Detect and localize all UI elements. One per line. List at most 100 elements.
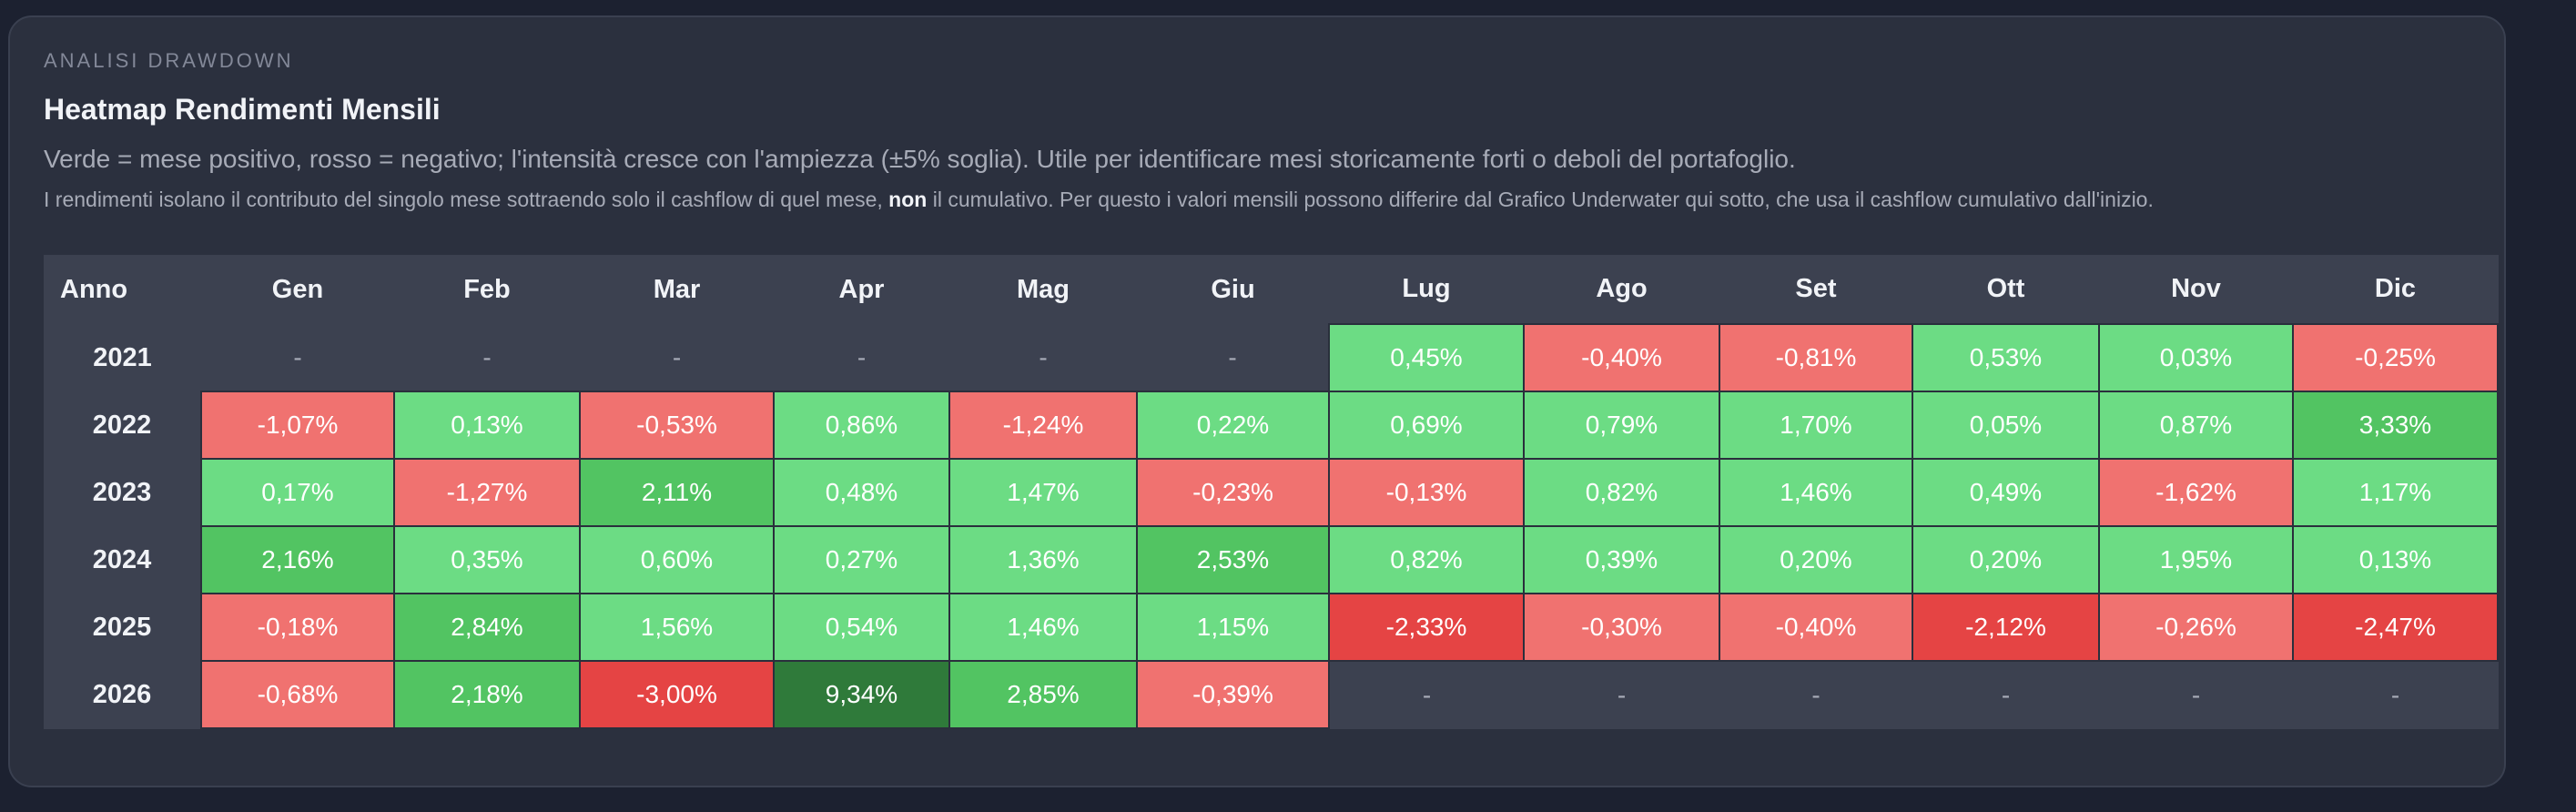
- heatmap-cell-2024-nov: 1,95%: [2098, 525, 2294, 594]
- heatmap-cell-2023-lug: -0,13%: [1328, 458, 1525, 527]
- year-label: 2023: [92, 477, 152, 507]
- heatmap-cell-2022-set: 1,70%: [1719, 391, 1913, 460]
- heatmap-row-2022: 2022 -1,07% 0,13% -0,53% 0,86% -1,24% 0,22% 0,6…: [44, 391, 2499, 460]
- month-header-giu: Giu: [1211, 274, 1255, 304]
- heatmap-cell-2021-lug: 0,45%: [1328, 323, 1525, 392]
- heatmap-cell-2025-dic: -2,47%: [2292, 593, 2499, 662]
- heatmap-cell-2026-feb: 2,18%: [393, 660, 581, 729]
- heatmap-cell-2023-ago: 0,82%: [1523, 458, 1720, 527]
- heatmap-cell-2024-ago: 0,39%: [1523, 525, 1720, 594]
- month-header-ott: Ott: [1986, 274, 2025, 303]
- month-header-apr: Apr: [838, 274, 885, 304]
- heatmap-header-row: Anno Gen Feb Mar Apr Mag Giu Lug Ago Set Ott Nov Di…: [44, 255, 2498, 324]
- heatmap-cell-2025-ott: -2,12%: [1912, 593, 2100, 662]
- heatmap-cell-2025-nov: -0,26%: [2098, 593, 2294, 662]
- heatmap-cell-2025-giu: 1,15%: [1136, 593, 1330, 662]
- month-header-mar: Mar: [653, 274, 701, 304]
- year-label: 2026: [92, 679, 152, 709]
- heatmap-row-2025: 2025 -0,18% 2,84% 1,56% 0,54% 1,46% 1,15% -2,33…: [44, 593, 2499, 662]
- heatmap-cell-2023-mag: 1,47%: [948, 458, 1138, 527]
- heatmap-cell-2022-nov: 0,87%: [2098, 391, 2294, 460]
- heatmap-cell-2023-set: 1,46%: [1719, 458, 1913, 527]
- month-header-feb: Feb: [463, 274, 511, 304]
- year-label: 2022: [92, 410, 152, 440]
- note-before: I rendimenti isolano il contributo del s…: [44, 188, 883, 211]
- month-header-gen: Gen: [271, 274, 324, 304]
- heatmap-cell-2024-set: 0,20%: [1719, 525, 1913, 594]
- heatmap-cell-2024-feb: 0,35%: [393, 525, 581, 594]
- month-header-dic: Dic: [2374, 274, 2417, 303]
- heatmap-cell-2022-apr: 0,86%: [773, 391, 950, 460]
- heatmap-cell-2021-mar: -: [672, 342, 682, 371]
- heatmap-cell-2026-ago: -: [1617, 680, 1627, 709]
- heatmap-cell-2022-mar: -0,53%: [579, 391, 775, 460]
- heatmap-cell-2022-giu: 0,22%: [1136, 391, 1330, 460]
- heatmap-cell-2022-ott: 0,05%: [1912, 391, 2100, 460]
- month-header-lug: Lug: [1402, 274, 1451, 303]
- heatmap-cell-2025-gen: -0,18%: [200, 593, 395, 662]
- heatmap-cell-2026-nov: -: [2191, 680, 2201, 709]
- heatmap-cell-2024-ott: 0,20%: [1912, 525, 2100, 594]
- heatmap-cell-2022-mag: -1,24%: [948, 391, 1138, 460]
- heatmap-cell-2021-set: -0,81%: [1719, 323, 1913, 392]
- chart-title: Heatmap Rendimenti Mensili: [44, 93, 441, 126]
- year-column-header: Anno: [60, 274, 128, 304]
- heatmap-cell-2026-dic: -: [2390, 680, 2400, 709]
- heatmap-cell-2023-ott: 0,49%: [1912, 458, 2100, 527]
- chart-description: Verde = mese positivo, rosso = negativo;…: [44, 145, 1796, 173]
- heatmap-cell-2023-dic: 1,17%: [2292, 458, 2499, 527]
- heatmap-row-2023: 2023 0,17% -1,27% 2,11% 0,48% 1,47% -0,23% -0,1…: [44, 458, 2499, 527]
- heatmap-cell-2021-apr: -: [857, 342, 867, 371]
- heatmap-cell-2023-apr: 0,48%: [773, 458, 950, 527]
- month-header-set: Set: [1795, 274, 1837, 303]
- heatmap-cell-2025-ago: -0,30%: [1523, 593, 1720, 662]
- year-label: 2025: [92, 612, 152, 642]
- heatmap-cell-2025-lug: -2,33%: [1328, 593, 1525, 662]
- heatmap-cell-2021-ago: -0,40%: [1523, 323, 1720, 392]
- chart-note: I rendimenti isolano il contributo del s…: [44, 188, 2154, 212]
- heatmap-cell-2026-lug: -: [1422, 680, 1432, 709]
- heatmap-cell-2021-giu: -: [1228, 342, 1237, 371]
- heatmap-cell-2021-feb: -: [482, 342, 492, 371]
- heatmap-cell-2026-apr: 9,34%: [773, 660, 950, 729]
- heatmap-cell-2023-gen: 0,17%: [200, 458, 395, 527]
- heatmap-row-2026: 2026 -0,68% 2,18% -3,00% 9,34% 2,85% -0,39% - - -…: [44, 660, 2498, 729]
- heatmap-cell-2024-mar: 0,60%: [579, 525, 775, 594]
- heatmap-cell-2023-nov: -1,62%: [2098, 458, 2294, 527]
- heatmap-cell-2021-gen: -: [293, 342, 302, 371]
- heatmap-cell-2022-gen: -1,07%: [200, 391, 395, 460]
- note-bold: non: [888, 188, 928, 211]
- heatmap-cell-2026-mag: 2,85%: [948, 660, 1138, 729]
- year-label: 2024: [92, 544, 152, 574]
- heatmap-cell-2021-ott: 0,53%: [1912, 323, 2100, 392]
- month-header-mag: Mag: [1017, 274, 1070, 304]
- heatmap-cell-2022-ago: 0,79%: [1523, 391, 1720, 460]
- heatmap-cell-2024-dic: 0,13%: [2292, 525, 2499, 594]
- heatmap-cell-2025-apr: 0,54%: [773, 593, 950, 662]
- year-label: 2021: [93, 342, 152, 372]
- returns-heatmap: Anno Gen Feb Mar Apr Mag Giu Lug Ago Set Ott Nov Di…: [44, 255, 2499, 729]
- heatmap-cell-2023-feb: -1,27%: [393, 458, 581, 527]
- heatmap-cell-2024-gen: 2,16%: [200, 525, 395, 594]
- heatmap-cell-2022-dic: 3,33%: [2292, 391, 2499, 460]
- heatmap-cell-2024-mag: 1,36%: [948, 525, 1138, 594]
- heatmap-cell-2025-set: -0,40%: [1719, 593, 1913, 662]
- heatmap-cell-2023-mar: 2,11%: [579, 458, 775, 527]
- heatmap-cell-2021-nov: 0,03%: [2098, 323, 2294, 392]
- month-header-nov: Nov: [2171, 274, 2221, 303]
- heatmap-row-2024: 2024 2,16% 0,35% 0,60% 0,27% 1,36% 2,53% 0,82% 0…: [44, 525, 2499, 594]
- heatmap-cell-2022-lug: 0,69%: [1328, 391, 1525, 460]
- heatmap-cell-2022-feb: 0,13%: [393, 391, 581, 460]
- heatmap-cell-2026-giu: -0,39%: [1136, 660, 1330, 729]
- section-label: ANALISI DRAWDOWN: [44, 49, 294, 72]
- heatmap-cell-2026-mar: -3,00%: [579, 660, 775, 729]
- heatmap-cell-2021-mag: -: [1039, 342, 1048, 371]
- heatmap-cell-2025-feb: 2,84%: [393, 593, 581, 662]
- heatmap-cell-2026-gen: -0,68%: [200, 660, 395, 729]
- heatmap-cell-2024-giu: 2,53%: [1136, 525, 1330, 594]
- heatmap-body: 2021- - - - - -0,45% -0,40% -0,81% 0,53% 0,03% -0,…: [44, 323, 2499, 729]
- heatmap-cell-2026-ott: -: [2001, 680, 2011, 709]
- heatmap-cell-2026-set: -: [1811, 680, 1820, 709]
- heatmap-cell-2024-lug: 0,82%: [1328, 525, 1525, 594]
- heatmap-cell-2023-giu: -0,23%: [1136, 458, 1330, 527]
